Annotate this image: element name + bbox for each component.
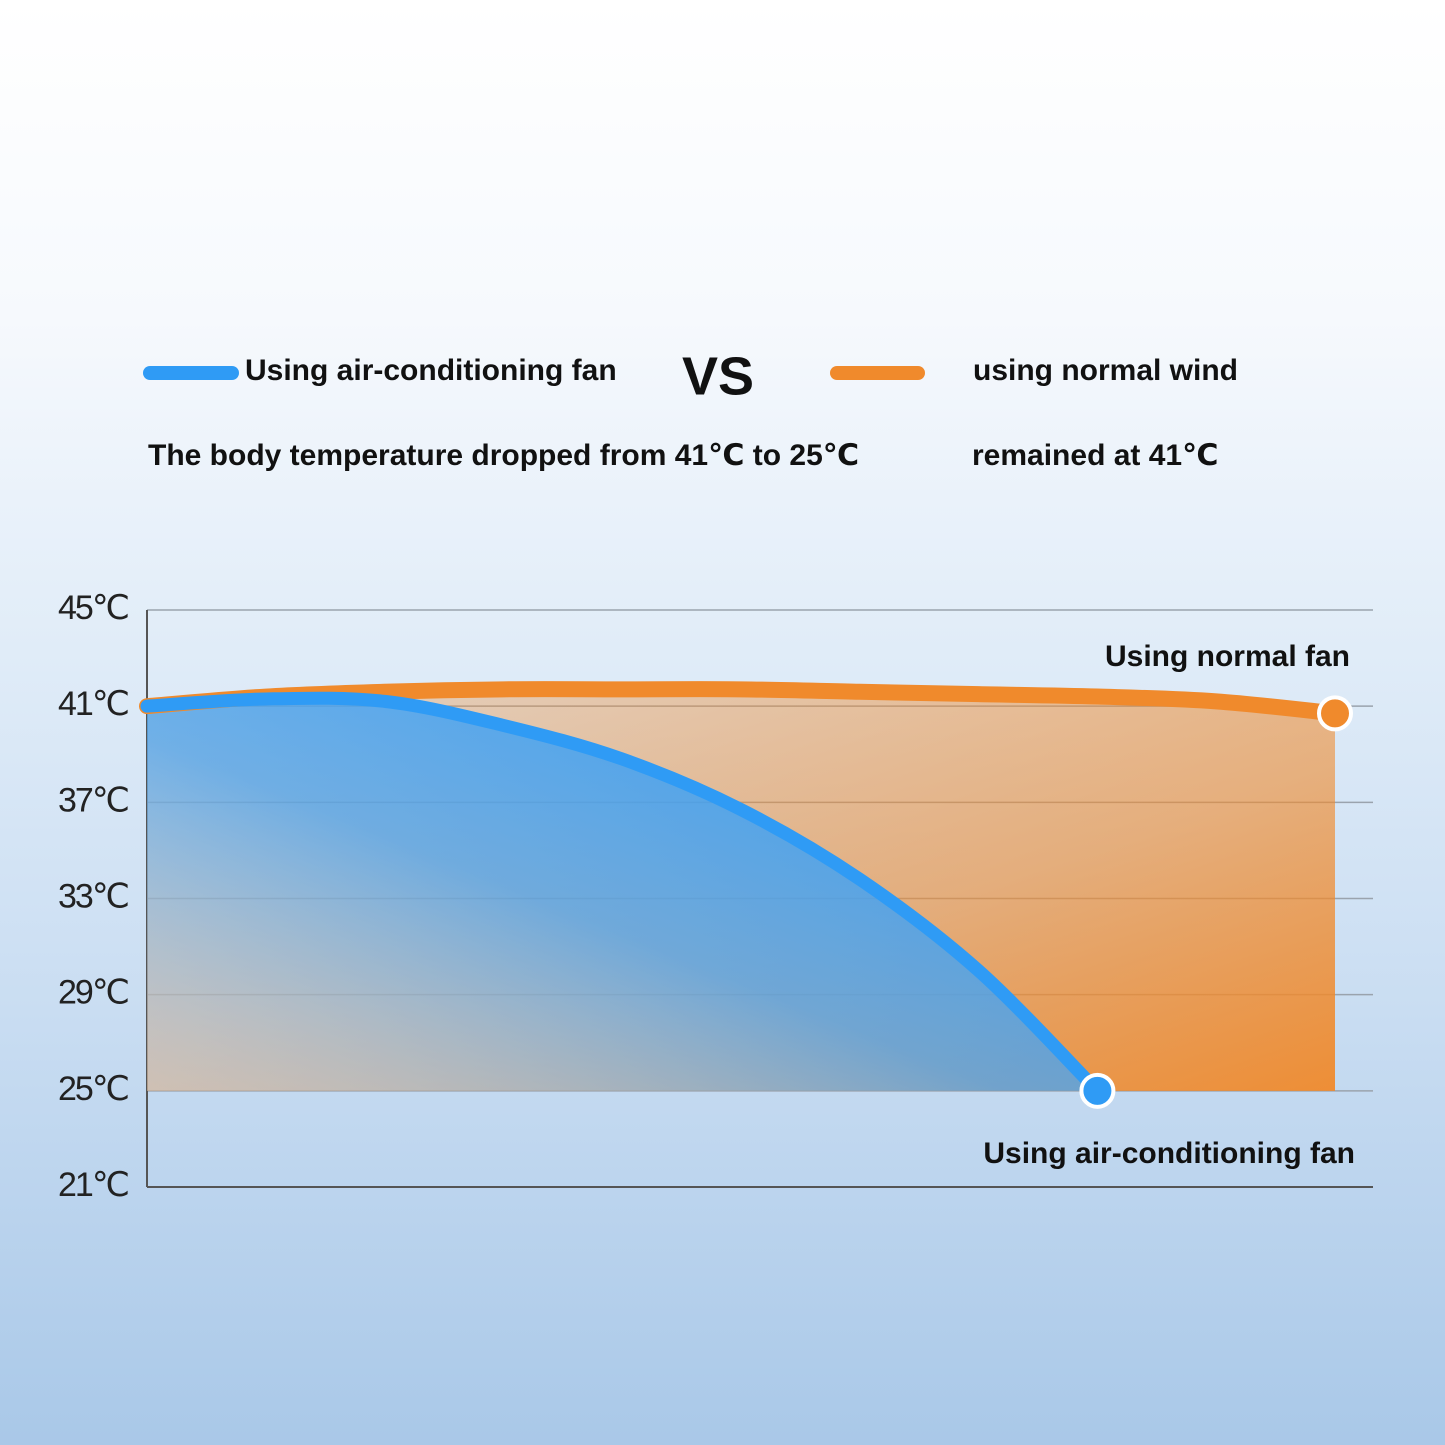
subtitle: The body temperature dropped from 41℃ to… [148,439,859,472]
y-tick-label: 33℃ [58,877,128,915]
y-tick-label: 41℃ [58,685,128,723]
y-tick-label: 25℃ [58,1070,128,1108]
annotation: Using normal fan [1105,640,1350,673]
vs-label: VS [682,346,754,406]
legend-label: using normal wind [973,354,1238,387]
end-marker [1317,695,1353,732]
annotation: Using air-conditioning fan [983,1137,1355,1170]
end-marker [1079,1072,1116,1109]
subtitle: remained at 41℃ [972,439,1218,472]
area-fill [147,698,1098,1091]
legend: Using air-conditioning fan VS using norm… [143,346,1238,406]
series-line [140,691,1104,1098]
y-tick-label: 21℃ [58,1166,128,1204]
plot: 45℃ 41℃ 37℃ 33℃ 29℃ 25℃ 21℃ [58,589,1373,1204]
y-tick-label: 29℃ [58,974,128,1012]
y-tick-label: 45℃ [58,589,128,627]
y-tick-label: 37℃ [58,781,128,819]
legend-label: Using air-conditioning fan [245,354,617,387]
